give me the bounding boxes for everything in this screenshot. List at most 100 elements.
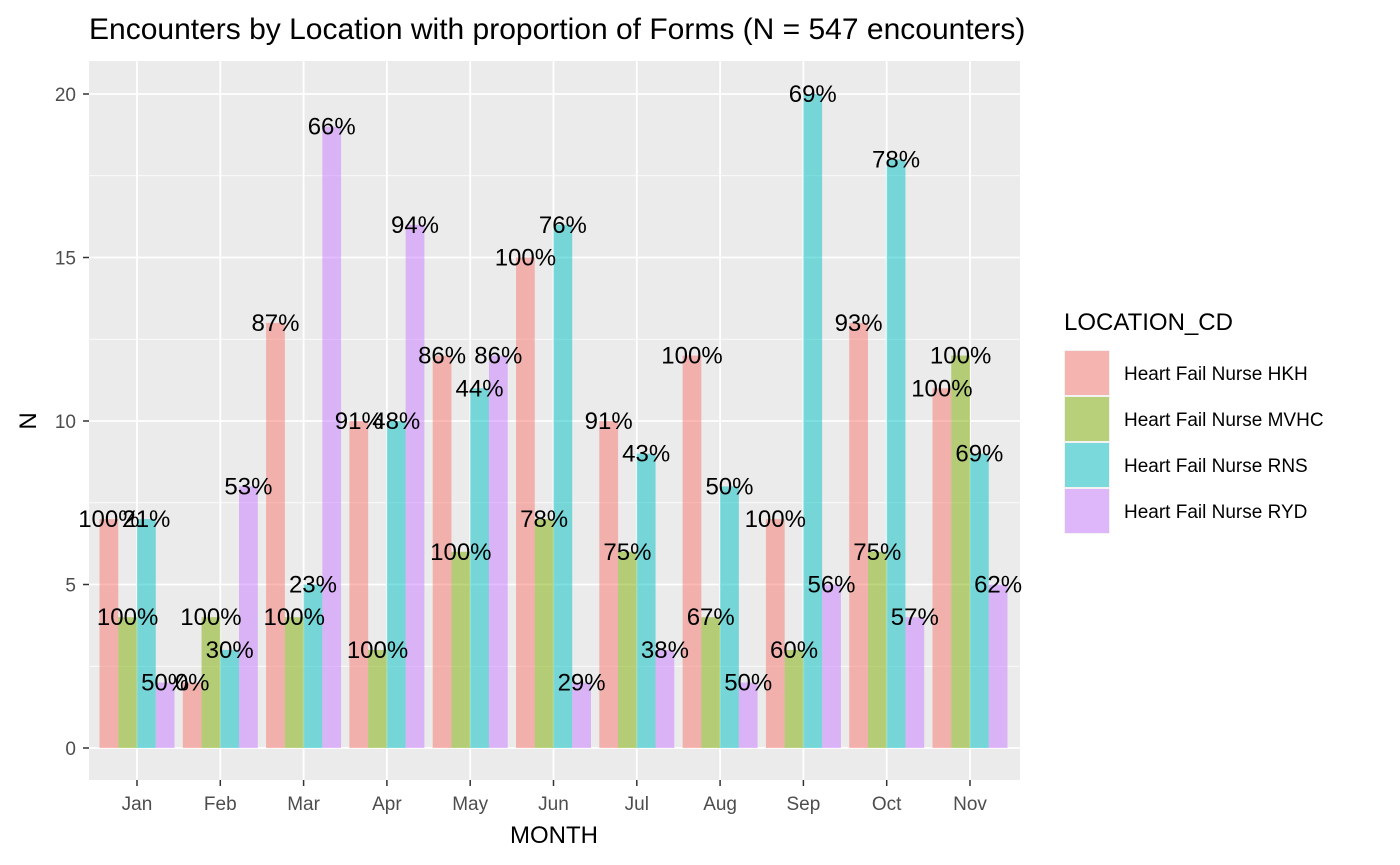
bar-data-label: 78% <box>520 506 568 533</box>
x-tick-label: Oct <box>872 794 902 815</box>
bar-data-label: 91% <box>585 408 633 435</box>
bar-data-label: 50% <box>705 473 753 500</box>
bar-heart-fail-nurse-hkh-mar <box>266 322 285 748</box>
bar-data-label: 100% <box>180 604 241 631</box>
bar-heart-fail-nurse-rns-mar <box>303 584 323 748</box>
bar-data-label: 100% <box>264 604 325 631</box>
bar-data-label: 44% <box>456 375 504 402</box>
bar-heart-fail-nurse-hkh-aug <box>682 355 702 748</box>
bar-heart-fail-nurse-ryd-mar <box>322 126 342 748</box>
axes-layer: 0 5 10 15 20 Jan Feb Mar Apr May Jun Jul Aug Sep Oct No… <box>55 85 988 815</box>
bars-layer <box>99 94 1008 749</box>
bar-heart-fail-nurse-mvhc-oct <box>867 551 887 748</box>
legend-item-label: Heart Fail Nurse RNS <box>1124 456 1308 477</box>
x-tick-label: May <box>452 794 488 815</box>
y-tick-label: 0 <box>65 739 76 760</box>
bar-heart-fail-nurse-mvhc-aug <box>701 617 721 748</box>
y-axis-title: N <box>15 412 42 429</box>
bar-heart-fail-nurse-rns-feb <box>220 649 240 748</box>
bar-data-label: 100% <box>930 343 991 370</box>
bar-heart-fail-nurse-rns-nov <box>970 453 989 748</box>
bar-data-label: 76% <box>539 212 587 239</box>
bar-heart-fail-nurse-mvhc-mar <box>284 617 304 748</box>
bar-heart-fail-nurse-rns-jul <box>636 453 656 748</box>
bar-heart-fail-nurse-hkh-sep <box>765 519 785 748</box>
bar-data-label: 86% <box>418 343 466 370</box>
bar-data-label: 91% <box>335 408 383 435</box>
y-tick-label: 20 <box>55 85 76 106</box>
bar-heart-fail-nurse-ryd-aug <box>738 682 758 748</box>
bar-data-label: 56% <box>807 572 855 599</box>
bar-data-label: 100% <box>97 604 158 631</box>
legend-key-swatch <box>1065 489 1109 533</box>
bar-heart-fail-nurse-hkh-oct <box>849 322 868 748</box>
bar-data-label: 0% <box>175 670 210 697</box>
legend: LOCATION_CD Heart Fail Nurse HKH Heart Fa… <box>1064 309 1324 534</box>
legend-key-swatch <box>1065 351 1109 395</box>
bar-heart-fail-nurse-ryd-jul <box>655 649 675 748</box>
bar-heart-fail-nurse-mvhc-apr <box>368 649 387 748</box>
bar-data-label: 75% <box>853 539 901 566</box>
bar-data-label: 30% <box>206 637 254 664</box>
chart-title: Encounters by Location with proportion o… <box>89 13 1025 46</box>
legend-item-label: Heart Fail Nurse HKH <box>1124 364 1308 385</box>
bar-heart-fail-nurse-ryd-jan <box>155 682 175 748</box>
bar-data-label: 75% <box>603 539 651 566</box>
bar-data-label: 57% <box>891 604 939 631</box>
bar-heart-fail-nurse-mvhc-jan <box>118 617 137 748</box>
bar-data-label: 43% <box>622 441 670 468</box>
bar-heart-fail-nurse-hkh-jan <box>99 519 119 748</box>
bar-heart-fail-nurse-rns-oct <box>886 159 906 748</box>
bar-data-label: 100% <box>78 506 139 533</box>
bar-data-label: 100% <box>430 539 491 566</box>
bar-heart-fail-nurse-hkh-jul <box>599 421 619 748</box>
bar-heart-fail-nurse-hkh-jun <box>516 257 535 748</box>
bar-heart-fail-nurse-mvhc-jun <box>534 519 554 748</box>
bar-heart-fail-nurse-rns-aug <box>720 486 739 748</box>
legend-item-label: Heart Fail Nurse RYD <box>1124 502 1307 523</box>
bar-heart-fail-nurse-mvhc-nov <box>951 355 970 748</box>
bar-heart-fail-nurse-mvhc-feb <box>201 617 221 748</box>
bar-heart-fail-nurse-ryd-apr <box>405 224 425 749</box>
bar-data-label: 94% <box>391 212 439 239</box>
bar-data-label: 69% <box>789 81 837 108</box>
bar-data-label: 93% <box>835 310 883 337</box>
bar-heart-fail-nurse-ryd-oct <box>905 617 925 748</box>
x-tick-label: Nov <box>953 794 987 815</box>
y-tick-label: 10 <box>55 412 76 433</box>
x-axis-title: MONTH <box>510 822 598 849</box>
legend-key-swatch <box>1065 443 1109 487</box>
bar-heart-fail-nurse-rns-may <box>470 388 489 748</box>
x-tick-label: Aug <box>703 794 737 815</box>
bar-data-label: 69% <box>955 441 1003 468</box>
bar-data-label: 53% <box>224 473 272 500</box>
bar-heart-fail-nurse-mvhc-jul <box>618 551 637 748</box>
bar-data-label: 29% <box>558 670 606 697</box>
bar-heart-fail-nurse-rns-jan <box>137 519 156 748</box>
x-tick-label: Sep <box>786 794 820 815</box>
legend-key-swatch <box>1065 397 1109 441</box>
bar-labels-layer: 100% 0% 87% 91% 86% 100% 91% 100% 100% 93% 100% 100… <box>78 81 1022 697</box>
bar-data-label: 38% <box>641 637 689 664</box>
legend-title: LOCATION_CD <box>1064 309 1233 336</box>
bar-data-label: 78% <box>872 146 920 173</box>
bar-heart-fail-nurse-hkh-nov <box>932 388 952 748</box>
bar-data-label: 86% <box>474 343 522 370</box>
bar-data-label: 100% <box>495 245 556 272</box>
bar-heart-fail-nurse-ryd-sep <box>822 584 841 748</box>
x-tick-label: Jun <box>538 794 569 815</box>
bar-data-label: 50% <box>724 670 772 697</box>
bar-heart-fail-nurse-ryd-feb <box>239 486 258 748</box>
bar-data-label: 21% <box>122 506 170 533</box>
y-tick-label: 5 <box>65 576 76 597</box>
bar-heart-fail-nurse-hkh-may <box>432 355 452 748</box>
bar-data-label: 100% <box>347 637 408 664</box>
bar-heart-fail-nurse-hkh-feb <box>182 682 202 748</box>
bar-data-label: 48% <box>372 408 420 435</box>
bar-data-label: 23% <box>289 572 337 599</box>
x-tick-label: Jan <box>122 794 153 815</box>
bar-heart-fail-nurse-ryd-nov <box>988 584 1008 748</box>
x-tick-label: Apr <box>372 794 402 815</box>
